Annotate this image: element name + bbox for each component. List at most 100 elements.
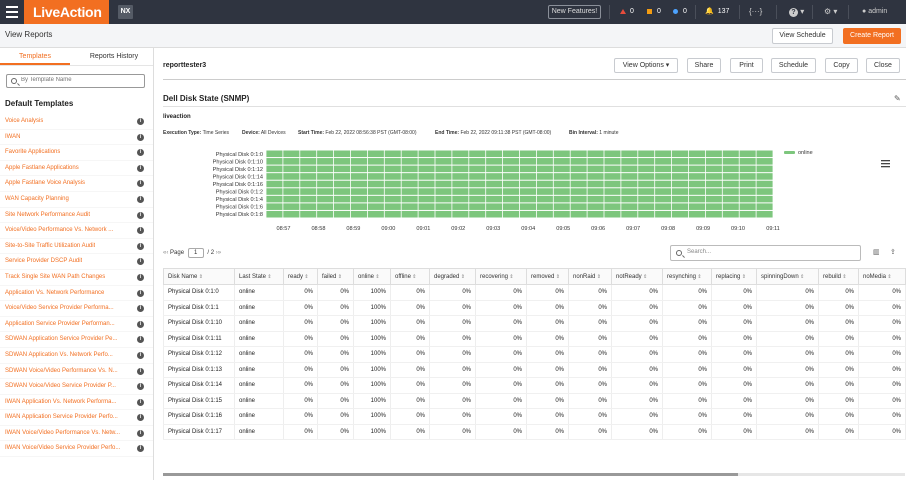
table-row[interactable]: Physical Disk 0:1:14 online 0% 0% 100% 0% 0% 0%… bbox=[163, 377, 906, 394]
column-header[interactable]: rebuild ⇕ bbox=[818, 268, 859, 285]
template-item[interactable]: IWAN i bbox=[0, 130, 153, 146]
column-header[interactable]: Last State ⇕ bbox=[234, 268, 284, 285]
info-icon[interactable]: i bbox=[137, 273, 144, 281]
info-icon[interactable]: i bbox=[137, 258, 144, 266]
info-icon[interactable]: i bbox=[137, 118, 144, 125]
export-icon[interactable]: ⇪ bbox=[890, 249, 896, 256]
column-header[interactable]: replacing ⇕ bbox=[711, 268, 757, 285]
close-button[interactable]: Close bbox=[866, 58, 900, 73]
template-search-input[interactable] bbox=[21, 77, 139, 83]
template-item[interactable]: Track Single Site WAN Path Changes i bbox=[0, 270, 153, 286]
new-features-button[interactable]: New Features! bbox=[548, 5, 601, 19]
info-icon[interactable]: i bbox=[137, 149, 144, 157]
info-icon[interactable]: i bbox=[137, 414, 144, 422]
template-search[interactable] bbox=[6, 74, 145, 88]
info-icon[interactable]: i bbox=[137, 445, 144, 453]
info-icon[interactable]: i bbox=[137, 429, 144, 437]
column-header[interactable]: ready ⇕ bbox=[283, 268, 318, 285]
warning-alerts[interactable]: 0 bbox=[647, 0, 661, 24]
critical-alerts[interactable]: 0 bbox=[620, 0, 634, 24]
column-header[interactable]: resynching ⇕ bbox=[662, 268, 712, 285]
create-report-button[interactable]: Create Report bbox=[843, 28, 901, 44]
template-item[interactable]: Apple Fastlane Voice Analysis i bbox=[0, 176, 153, 192]
template-item[interactable]: Application Vs. Network Performance i bbox=[0, 286, 153, 302]
template-item[interactable]: Application Service Provider Performan..… bbox=[0, 317, 153, 333]
template-item[interactable]: SDWAN Voice/Video Service Provider P... i bbox=[0, 379, 153, 395]
template-item[interactable]: IWAN Voice/Video Service Provider Perfo.… bbox=[0, 441, 153, 458]
tab-templates[interactable]: Templates bbox=[0, 48, 70, 65]
column-header[interactable]: degraded ⇕ bbox=[429, 268, 476, 285]
column-header[interactable]: noMedia ⇕ bbox=[858, 268, 906, 285]
view-options-button[interactable]: View Options ▾ bbox=[614, 58, 678, 73]
info-icon[interactable]: i bbox=[137, 133, 144, 141]
column-header[interactable]: notReady ⇕ bbox=[611, 268, 663, 285]
template-item[interactable]: Favorite Applications i bbox=[0, 145, 153, 161]
info-icon[interactable]: i bbox=[137, 289, 144, 297]
info-icon[interactable]: i bbox=[137, 227, 144, 235]
chart-menu-icon[interactable] bbox=[881, 160, 890, 168]
schedule-button[interactable]: Schedule bbox=[771, 58, 816, 73]
column-header[interactable]: removed ⇕ bbox=[526, 268, 569, 285]
template-item[interactable]: SDWAN Application Vs. Network Perfo... i bbox=[0, 348, 153, 364]
column-header[interactable]: Disk Name ⇕ bbox=[163, 268, 235, 285]
template-item[interactable]: SDWAN Voice/Video Performance Vs. N... i bbox=[0, 364, 153, 380]
column-header[interactable]: online ⇕ bbox=[353, 268, 391, 285]
info-icon[interactable]: i bbox=[137, 398, 144, 406]
info-icon[interactable]: i bbox=[137, 164, 144, 172]
view-schedule-button[interactable]: View Schedule bbox=[772, 28, 833, 44]
table-search-box[interactable]: Search... bbox=[670, 245, 861, 261]
info-icon[interactable]: i bbox=[137, 305, 144, 313]
info-alerts[interactable]: 0 bbox=[673, 0, 687, 24]
print-button[interactable]: Print bbox=[730, 58, 763, 73]
columns-icon[interactable]: ▥ bbox=[873, 249, 880, 256]
column-header[interactable]: nonRaid ⇕ bbox=[568, 268, 612, 285]
template-item[interactable]: WAN Capacity Planning i bbox=[0, 192, 153, 208]
info-icon[interactable]: i bbox=[137, 367, 144, 375]
template-item[interactable]: Voice/Video Performance Vs. Network ... i bbox=[0, 223, 153, 239]
column-header[interactable]: recovering ⇕ bbox=[475, 268, 527, 285]
column-header[interactable]: offline ⇕ bbox=[390, 268, 430, 285]
edit-pencil-icon[interactable]: ✎ bbox=[894, 94, 901, 103]
template-item[interactable]: Site Network Performance Audit i bbox=[0, 208, 153, 224]
copy-button[interactable]: Copy bbox=[825, 58, 858, 73]
prev-page-button[interactable]: «‹ bbox=[163, 250, 169, 256]
help-icon[interactable]: ? ▾ bbox=[789, 0, 804, 24]
info-icon[interactable]: i bbox=[137, 242, 144, 250]
tab-reports-history[interactable]: Reports History bbox=[89, 53, 139, 60]
template-item[interactable]: SDWAN Application Service Provider Pe...… bbox=[0, 332, 153, 348]
info-icon[interactable]: i bbox=[137, 211, 144, 219]
horizontal-scrollbar[interactable] bbox=[163, 473, 905, 476]
template-item[interactable]: IWAN Application Vs. Network Performa...… bbox=[0, 395, 153, 411]
nx-badge[interactable]: NX bbox=[118, 5, 133, 19]
table-row[interactable]: Physical Disk 0:1:10 online 0% 0% 100% 0% 0% 0%… bbox=[163, 315, 906, 332]
table-row[interactable]: Physical Disk 0:1:17 online 0% 0% 100% 0% 0% 0%… bbox=[163, 424, 906, 440]
table-row[interactable]: Physical Disk 0:1:15 online 0% 0% 100% 0% 0% 0%… bbox=[163, 393, 906, 409]
gear-icon[interactable]: ⚙ ▾ bbox=[824, 7, 838, 16]
page-number-input[interactable]: 1 bbox=[187, 248, 204, 258]
table-row[interactable]: Physical Disk 0:1:1 online 0% 0% 100% 0% 0% 0% 0… bbox=[163, 300, 906, 316]
template-item[interactable]: IWAN Application Service Provider Perfo.… bbox=[0, 410, 153, 426]
scrollbar-thumb[interactable] bbox=[163, 473, 738, 476]
template-item[interactable]: Service Provider DSCP Audit i bbox=[0, 254, 153, 270]
code-menu-icon[interactable]: {···} bbox=[749, 7, 763, 16]
hamburger-menu-icon[interactable] bbox=[6, 6, 18, 18]
info-icon[interactable]: i bbox=[137, 195, 144, 203]
template-item[interactable]: IWAN Voice/Video Performance Vs. Netw...… bbox=[0, 426, 153, 442]
table-row[interactable]: Physical Disk 0:1:13 online 0% 0% 100% 0% 0% 0%… bbox=[163, 362, 906, 378]
table-row[interactable]: Physical Disk 0:1:12 online 0% 0% 100% 0% 0% 0%… bbox=[163, 346, 906, 363]
table-row[interactable]: Physical Disk 0:1:0 online 0% 0% 100% 0% 0% 0% 0… bbox=[163, 284, 906, 301]
share-button[interactable]: Share bbox=[687, 58, 721, 73]
app-logo[interactable]: LiveAction bbox=[24, 0, 109, 24]
info-icon[interactable]: i bbox=[137, 180, 144, 188]
template-item[interactable]: Site-to-Site Traffic Utilization Audit i bbox=[0, 239, 153, 255]
template-item[interactable]: Voice Analysis i bbox=[0, 114, 153, 130]
info-icon[interactable]: i bbox=[137, 336, 144, 344]
template-item[interactable]: Apple Fastlane Applications i bbox=[0, 161, 153, 177]
info-icon[interactable]: i bbox=[137, 351, 144, 359]
notifications[interactable]: 🔔 137 bbox=[705, 8, 730, 15]
table-row[interactable]: Physical Disk 0:1:11 online 0% 0% 100% 0% 0% 0%… bbox=[163, 331, 906, 347]
next-page-button[interactable]: ›» bbox=[215, 250, 222, 256]
template-item[interactable]: Voice/Video Service Provider Performa...… bbox=[0, 301, 153, 317]
info-icon[interactable]: i bbox=[137, 383, 144, 391]
user-menu[interactable]: ● admin bbox=[862, 8, 888, 15]
